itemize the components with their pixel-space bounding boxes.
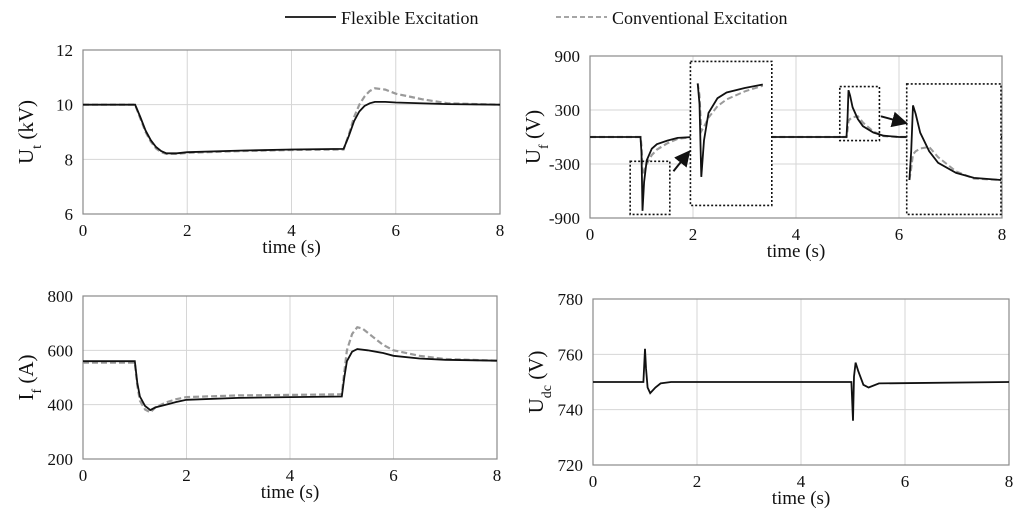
x-tick-label: 4 xyxy=(287,221,296,240)
x-tick-label: 0 xyxy=(589,472,598,491)
x-tick-label: 4 xyxy=(792,225,801,244)
if-chart: 200 400 600 800 0 2 4 6 8 time (s) If (A) xyxy=(14,287,502,503)
y-tick-label: -900 xyxy=(549,209,580,228)
legend-label-conventional: Conventional Excitation xyxy=(612,8,787,28)
x-tick-label: 2 xyxy=(182,466,191,485)
x-tick-label: 8 xyxy=(998,225,1007,244)
x-axis-label: time (s) xyxy=(767,241,826,262)
y-axis-label: Ut (kV) xyxy=(14,100,45,164)
x-tick-label: 2 xyxy=(183,221,192,240)
y-tick-label: 720 xyxy=(558,456,584,475)
inset-1-line-flexible xyxy=(696,83,763,177)
y-tick-label: 760 xyxy=(558,345,584,364)
plot-frame xyxy=(82,49,501,215)
x-tick-label: 6 xyxy=(392,221,401,240)
y-axis-label: If (A) xyxy=(14,354,45,400)
inset-2-bg xyxy=(906,83,1001,215)
series-line-conventional xyxy=(590,115,1002,176)
zoom-arrow-2 xyxy=(880,111,909,128)
series-line-flexible xyxy=(590,89,1002,211)
y-tick-label: 600 xyxy=(48,341,74,360)
y-tick-label: 200 xyxy=(48,450,74,469)
x-tick-label: 8 xyxy=(493,466,502,485)
x-tick-label: 6 xyxy=(895,225,904,244)
inset-1-bg xyxy=(690,61,772,206)
zoom-arrow-1 xyxy=(672,150,691,172)
plot-frame xyxy=(82,295,498,460)
zoom-box-1 xyxy=(629,160,671,216)
y-tick-label: 6 xyxy=(65,205,74,224)
x-tick-label: 2 xyxy=(693,472,702,491)
series-line-flexible xyxy=(83,348,497,412)
y-tick-label: 400 xyxy=(48,396,74,415)
legend-label-flexible: Flexible Excitation xyxy=(341,8,478,28)
y-tick-label: 12 xyxy=(56,41,73,60)
inset-1-frame xyxy=(689,60,773,207)
x-tick-label: 6 xyxy=(901,472,910,491)
x-tick-label: 4 xyxy=(797,472,806,491)
zoom-box-2 xyxy=(838,85,881,142)
y-tick-label: 800 xyxy=(48,287,74,306)
series-line-conventional xyxy=(83,325,497,414)
x-axis-label: time (s) xyxy=(262,237,321,258)
ut-chart: 6 8 10 12 0 2 4 6 8 time (s) Ut (kV) xyxy=(14,41,505,258)
inset-2-line-flexible xyxy=(908,105,1001,181)
y-axis-label: Uf (V) xyxy=(521,110,552,164)
series-line-flexible xyxy=(593,348,1009,421)
x-tick-label: 8 xyxy=(1005,472,1014,491)
y-axis-label: Udc (V) xyxy=(524,351,555,414)
udc-chart: 720 740 760 780 0 2 4 6 8 time (s) Udc (V) xyxy=(524,290,1014,509)
x-tick-label: 0 xyxy=(586,225,595,244)
x-axis-label: time (s) xyxy=(261,482,320,503)
x-tick-label: 4 xyxy=(286,466,295,485)
x-tick-label: 2 xyxy=(689,225,698,244)
x-axis-label: time (s) xyxy=(772,488,831,509)
y-tick-label: 900 xyxy=(555,47,581,66)
y-tick-label: 8 xyxy=(65,150,74,169)
inset-2-frame xyxy=(905,83,1002,216)
x-tick-label: 6 xyxy=(389,466,398,485)
x-tick-label: 0 xyxy=(79,466,88,485)
x-tick-label: 8 xyxy=(496,221,505,240)
y-tick-label: 10 xyxy=(56,96,73,115)
y-tick-label: -300 xyxy=(549,155,580,174)
x-tick-label: 0 xyxy=(79,221,88,240)
series-line-flexible xyxy=(83,101,500,155)
legend: Flexible Excitation Conventional Excitat… xyxy=(285,8,787,28)
y-tick-label: 780 xyxy=(558,290,584,309)
uf-chart: -900 -300 300 900 0 2 4 6 8 time (s) Uf (V) xyxy=(521,47,1007,262)
y-tick-label: 740 xyxy=(558,401,584,420)
y-tick-label: 300 xyxy=(555,101,581,120)
